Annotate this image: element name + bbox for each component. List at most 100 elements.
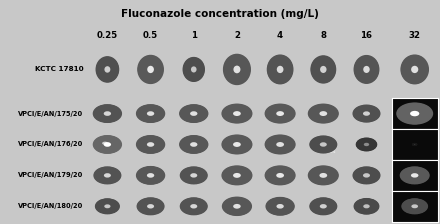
Ellipse shape <box>269 168 291 183</box>
Ellipse shape <box>139 199 162 213</box>
Ellipse shape <box>180 198 207 215</box>
Ellipse shape <box>187 171 200 179</box>
Ellipse shape <box>99 201 115 211</box>
Ellipse shape <box>191 174 197 177</box>
Ellipse shape <box>184 107 204 120</box>
Ellipse shape <box>230 202 244 211</box>
Ellipse shape <box>364 143 369 146</box>
Ellipse shape <box>412 174 417 177</box>
Ellipse shape <box>412 205 418 208</box>
Ellipse shape <box>319 111 328 116</box>
Ellipse shape <box>96 57 118 82</box>
Text: VPCI/E/AN/179/20: VPCI/E/AN/179/20 <box>18 172 83 178</box>
Ellipse shape <box>231 110 242 117</box>
Ellipse shape <box>356 200 377 213</box>
Ellipse shape <box>224 167 249 183</box>
Ellipse shape <box>147 142 155 147</box>
Ellipse shape <box>100 61 114 78</box>
Ellipse shape <box>230 202 244 211</box>
Ellipse shape <box>276 204 284 209</box>
Ellipse shape <box>227 138 247 151</box>
Ellipse shape <box>185 108 202 119</box>
Ellipse shape <box>190 173 198 178</box>
Ellipse shape <box>143 61 158 78</box>
Ellipse shape <box>275 203 286 210</box>
Ellipse shape <box>267 167 294 184</box>
Ellipse shape <box>401 105 429 122</box>
Ellipse shape <box>412 174 418 177</box>
Ellipse shape <box>273 109 287 118</box>
Ellipse shape <box>141 169 160 181</box>
Ellipse shape <box>279 205 282 207</box>
Ellipse shape <box>187 171 201 180</box>
Ellipse shape <box>270 169 291 182</box>
Ellipse shape <box>105 143 110 146</box>
Ellipse shape <box>97 107 118 120</box>
Ellipse shape <box>183 58 204 81</box>
Ellipse shape <box>271 169 290 181</box>
Ellipse shape <box>233 111 241 116</box>
Ellipse shape <box>191 67 196 72</box>
Ellipse shape <box>406 201 424 212</box>
Ellipse shape <box>185 201 202 212</box>
Ellipse shape <box>408 110 422 118</box>
Ellipse shape <box>267 136 293 153</box>
Ellipse shape <box>320 143 326 146</box>
Ellipse shape <box>314 138 333 151</box>
Ellipse shape <box>99 170 116 181</box>
Ellipse shape <box>142 60 159 79</box>
Ellipse shape <box>100 202 114 211</box>
Ellipse shape <box>273 171 287 180</box>
Ellipse shape <box>97 138 117 151</box>
Ellipse shape <box>236 175 238 176</box>
Ellipse shape <box>407 109 423 118</box>
Ellipse shape <box>359 61 374 78</box>
Ellipse shape <box>399 104 431 123</box>
Ellipse shape <box>180 166 208 184</box>
Ellipse shape <box>147 204 154 209</box>
Ellipse shape <box>411 111 418 116</box>
Ellipse shape <box>103 65 111 74</box>
Ellipse shape <box>98 108 117 120</box>
Ellipse shape <box>100 201 115 211</box>
Ellipse shape <box>187 109 201 118</box>
Ellipse shape <box>360 202 373 210</box>
Ellipse shape <box>233 172 241 178</box>
Ellipse shape <box>318 64 329 75</box>
Ellipse shape <box>191 66 197 73</box>
Ellipse shape <box>362 141 371 148</box>
Ellipse shape <box>357 58 376 80</box>
Ellipse shape <box>273 140 288 149</box>
Ellipse shape <box>312 199 334 213</box>
Ellipse shape <box>404 200 425 213</box>
Ellipse shape <box>227 200 246 213</box>
Ellipse shape <box>107 206 108 207</box>
Ellipse shape <box>227 200 247 213</box>
Ellipse shape <box>99 60 115 78</box>
Ellipse shape <box>100 109 115 118</box>
Ellipse shape <box>409 110 421 117</box>
Ellipse shape <box>192 67 195 71</box>
Ellipse shape <box>362 111 371 116</box>
Ellipse shape <box>149 68 152 71</box>
Ellipse shape <box>315 61 331 78</box>
Ellipse shape <box>103 172 113 179</box>
Ellipse shape <box>268 56 293 83</box>
Ellipse shape <box>275 63 286 75</box>
Ellipse shape <box>188 172 199 179</box>
Ellipse shape <box>234 142 240 146</box>
Ellipse shape <box>147 111 154 116</box>
Ellipse shape <box>413 174 417 177</box>
Ellipse shape <box>138 167 164 184</box>
Ellipse shape <box>141 138 161 151</box>
Ellipse shape <box>273 202 287 211</box>
Ellipse shape <box>356 138 377 151</box>
Ellipse shape <box>271 59 289 80</box>
Ellipse shape <box>318 110 329 117</box>
Ellipse shape <box>360 202 373 211</box>
Ellipse shape <box>366 113 367 114</box>
Ellipse shape <box>148 205 154 208</box>
Ellipse shape <box>275 141 285 148</box>
Ellipse shape <box>98 200 117 212</box>
Ellipse shape <box>191 205 196 208</box>
